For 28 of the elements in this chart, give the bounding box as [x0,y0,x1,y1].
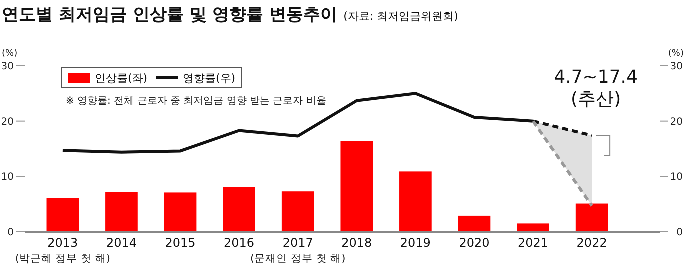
x-tick-label: 2020 [459,236,490,250]
y2-tick-label: 30 [670,62,683,72]
annotation: 4.7~17.4 (추산) [554,67,638,110]
y-tick-label: 0 [8,228,14,238]
x-tick-label: 2015 [165,236,196,250]
y-tick-label: 30 [1,62,14,72]
y2-axis-title: (%) [668,49,684,59]
x-tick-label: 2016 [224,236,255,250]
chart-title: 연도별 최저임금 인상률 및 영향률 변동추이 [2,5,338,25]
y-tick-label: 10 [1,172,14,184]
y-tick-label: 20 [1,116,14,128]
chart-subtitle: (자료: 최저임금위원회) [344,10,458,23]
x-tick-label: 2019 [400,236,431,250]
x-tick-label: 2022 [576,236,608,250]
x-tick-label: 2014 [106,236,137,250]
x-tick-label: 2021 [518,236,549,250]
y-axis-title: (%) [2,49,18,59]
x-tick-label: 2018 [342,236,372,250]
legend-label: 인상률(좌) [95,72,148,85]
x-tick-label: 2013 [48,236,78,250]
x-tick-label: 2017 [282,236,314,250]
y2-tick-label: 20 [670,116,683,128]
text: (박근혜 정부 첫 해) [15,253,111,265]
y2-tick-label: 0 [676,228,683,238]
legend-label: 영향률(우) [183,72,236,85]
y2-tick-label: 10 [670,172,683,184]
annotation: ※ 영향률: 전체 근로자 중 최저임금 영향 받는 근로자 비율 [66,96,326,107]
text: (문재인 정부 첫 해) [250,253,346,265]
